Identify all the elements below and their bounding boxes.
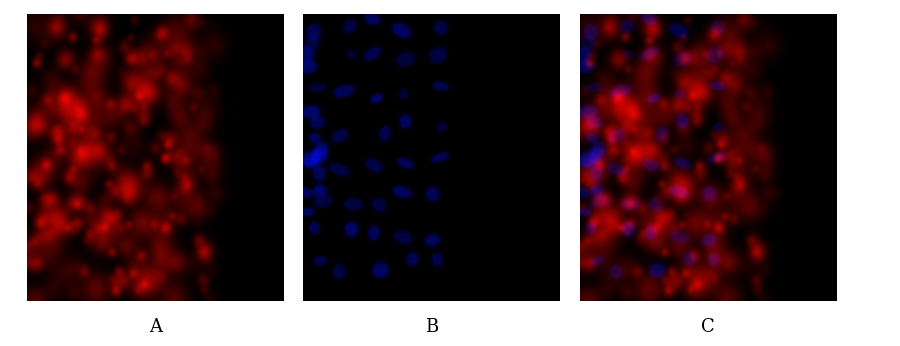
Text: C: C <box>701 318 715 336</box>
Text: A: A <box>148 318 162 336</box>
Text: B: B <box>425 318 438 336</box>
